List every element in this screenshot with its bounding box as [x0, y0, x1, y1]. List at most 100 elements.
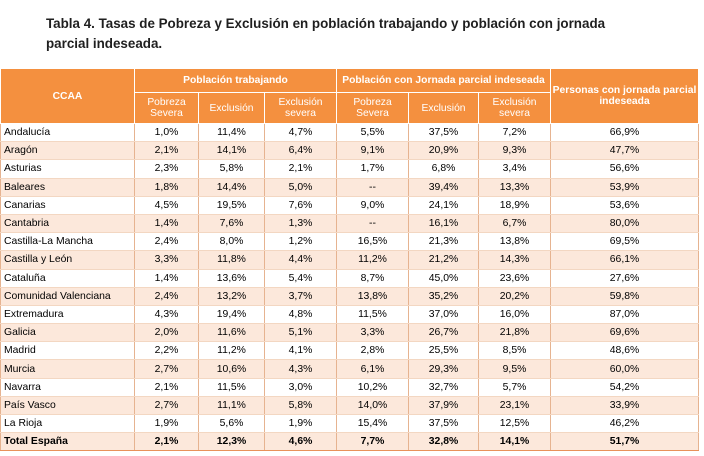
value-cell: 46,2%: [550, 414, 699, 434]
total-row: Total España 2,1% 12,3% 4,6% 7,7% 32,8% 14,1% 5…: [0, 432, 699, 452]
value-cell: 14,0%: [336, 396, 409, 416]
region-name-cell: La Rioja: [0, 414, 135, 434]
value-cell: 26,7%: [408, 323, 479, 343]
value-cell: 60,0%: [550, 359, 699, 379]
subheader-exclusion-severa: Exclusión severa: [264, 92, 337, 124]
value-cell: 5,8%: [264, 396, 337, 416]
value-cell: 2,0%: [134, 323, 199, 343]
region-name-cell: Galicia: [0, 323, 135, 343]
value-cell: 4,3%: [264, 359, 337, 379]
region-name-cell: Baleares: [0, 178, 135, 197]
table-row: Baleares 1,8% 14,4% 5,0% -- 39,4% 13,3% 53,9%: [0, 178, 699, 197]
value-cell: 1,9%: [134, 414, 199, 434]
value-cell: 47,7%: [550, 141, 699, 161]
value-cell: 1,7%: [336, 159, 409, 179]
value-cell: 7,7%: [336, 432, 409, 452]
value-cell: 9,3%: [478, 141, 551, 161]
value-cell: 21,2%: [408, 250, 479, 270]
value-cell: 3,4%: [478, 159, 551, 179]
value-cell: 16,1%: [408, 214, 479, 234]
value-cell: 10,2%: [336, 378, 409, 397]
subheader-exclusion-severa: Exclusión severa: [478, 92, 551, 124]
value-cell: 7,6%: [198, 214, 265, 234]
value-cell: 66,1%: [550, 250, 699, 270]
value-cell: 14,3%: [478, 250, 551, 270]
value-cell: 2,1%: [134, 378, 199, 397]
value-cell: 1,9%: [264, 414, 337, 434]
value-cell: 5,0%: [264, 178, 337, 197]
value-cell: 25,5%: [408, 341, 479, 361]
value-cell: 1,3%: [264, 214, 337, 234]
value-cell: --: [336, 178, 409, 197]
value-cell: 11,8%: [198, 250, 265, 270]
value-cell: 16,0%: [478, 305, 551, 325]
table-body: Andalucía 1,0% 11,4% 4,7% 5,5% 37,5% 7,2% 66,9%…: [0, 123, 699, 452]
value-cell: 37,9%: [408, 396, 479, 416]
value-cell: 2,7%: [134, 396, 199, 416]
value-cell: 11,5%: [198, 378, 265, 397]
region-name-cell: Andalucía: [0, 123, 135, 143]
value-cell: 8,5%: [478, 341, 551, 361]
table-row: Cantabria 1,4% 7,6% 1,3% -- 16,1% 6,7% 80,0%: [0, 214, 699, 234]
value-cell: 20,9%: [408, 141, 479, 161]
value-cell: 12,5%: [478, 414, 551, 434]
value-cell: 23,1%: [478, 396, 551, 416]
region-name-cell: Cataluña: [0, 269, 135, 288]
region-name-cell: Castilla y León: [0, 250, 135, 270]
value-cell: 15,4%: [336, 414, 409, 434]
value-cell: 13,8%: [336, 287, 409, 306]
value-cell: 11,5%: [336, 305, 409, 325]
region-name-cell: Cantabria: [0, 214, 135, 234]
value-cell: 9,5%: [478, 359, 551, 379]
value-cell: 5,5%: [336, 123, 409, 143]
region-name-cell: Murcia: [0, 359, 135, 379]
value-cell: 3,3%: [336, 323, 409, 343]
value-cell: 3,0%: [264, 378, 337, 397]
value-cell: 54,2%: [550, 378, 699, 397]
value-cell: 5,4%: [264, 269, 337, 288]
region-name-cell: Extremadura: [0, 305, 135, 325]
value-cell: 1,8%: [134, 178, 199, 197]
value-cell: 11,6%: [198, 323, 265, 343]
value-cell: 20,2%: [478, 287, 551, 306]
table-row: Castilla y León 3,3% 11,8% 4,4% 11,2% 21,2% 14…: [0, 250, 699, 270]
value-cell: 53,6%: [550, 196, 699, 215]
value-cell: 69,5%: [550, 232, 699, 252]
value-cell: 24,1%: [408, 196, 479, 215]
value-cell: 4,6%: [264, 432, 337, 452]
value-cell: 53,9%: [550, 178, 699, 197]
value-cell: 12,3%: [198, 432, 265, 452]
value-cell: 13,8%: [478, 232, 551, 252]
value-cell: 13,3%: [478, 178, 551, 197]
table-row: Andalucía 1,0% 11,4% 4,7% 5,5% 37,5% 7,2% 66,9%: [0, 123, 699, 143]
table-row: País Vasco 2,7% 11,1% 5,8% 14,0% 37,9% 23,1% 33…: [0, 396, 699, 416]
value-cell: 6,7%: [478, 214, 551, 234]
value-cell: 1,0%: [134, 123, 199, 143]
value-cell: 2,3%: [134, 159, 199, 179]
value-cell: 45,0%: [408, 269, 479, 288]
value-cell: 87,0%: [550, 305, 699, 325]
value-cell: 5,7%: [478, 378, 551, 397]
value-cell: 11,2%: [198, 341, 265, 361]
header-personas-jornada: Personas con jornada parcial indeseada: [550, 68, 699, 124]
subheader-exclusion: Exclusión: [198, 92, 265, 124]
value-cell: 14,4%: [198, 178, 265, 197]
header-jornada-parcial: Población con Jornada parcial indeseada: [336, 68, 551, 93]
subheader-pobreza-severa: Pobreza Severa: [336, 92, 409, 124]
value-cell: 6,8%: [408, 159, 479, 179]
value-cell: 1,4%: [134, 269, 199, 288]
value-cell: 33,9%: [550, 396, 699, 416]
value-cell: 8,7%: [336, 269, 409, 288]
table-row: La Rioja 1,9% 5,6% 1,9% 15,4% 37,5% 12,5% 46,2%: [0, 414, 699, 434]
value-cell: 1,2%: [264, 232, 337, 252]
value-cell: 4,8%: [264, 305, 337, 325]
value-cell: 66,9%: [550, 123, 699, 143]
table-row: Canarias 4,5% 19,5% 7,6% 9,0% 24,1% 18,9% 53,6%: [0, 196, 699, 215]
value-cell: 13,6%: [198, 269, 265, 288]
value-cell: 11,2%: [336, 250, 409, 270]
value-cell: 2,1%: [134, 141, 199, 161]
value-cell: 5,6%: [198, 414, 265, 434]
value-cell: 19,5%: [198, 196, 265, 215]
table-row: Asturias 2,3% 5,8% 2,1% 1,7% 6,8% 3,4% 56,6%: [0, 159, 699, 179]
region-name-cell: Castilla-La Mancha: [0, 232, 135, 252]
